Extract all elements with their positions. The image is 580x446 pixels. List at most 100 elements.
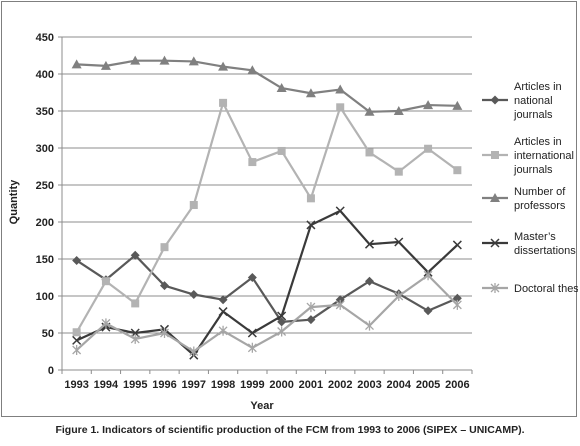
data-point — [423, 306, 433, 316]
x-tick-label: 2004 — [387, 379, 412, 391]
series-line — [76, 59, 458, 113]
data-point — [72, 345, 82, 356]
legend-label: professors — [514, 200, 566, 212]
legend-label: national — [514, 95, 553, 107]
data-point — [306, 194, 315, 203]
y-tick-label: 250 — [36, 180, 54, 192]
data-point — [189, 290, 199, 300]
x-tick-label: 1993 — [64, 379, 88, 391]
data-point — [101, 318, 111, 329]
data-point — [130, 333, 140, 344]
data-point — [277, 146, 286, 155]
series-line — [75, 101, 459, 333]
legend-label: Doctoral theses — [514, 283, 578, 295]
x-tick-label: 1994 — [94, 379, 119, 391]
legend-entry: Articles in international journals — [482, 136, 574, 176]
legend-entry: Doctoral theses — [482, 283, 578, 295]
y-tick-label: 350 — [36, 106, 54, 118]
data-point — [71, 59, 82, 69]
data-point — [336, 103, 345, 112]
legend-label: journals — [513, 109, 553, 121]
data-point — [100, 60, 111, 70]
y-tick-label: 0 — [48, 365, 54, 377]
data-point — [218, 61, 229, 71]
data-point — [248, 158, 257, 167]
y-axis-title: Quantity — [8, 179, 20, 224]
data-point — [306, 302, 316, 313]
data-point — [394, 167, 403, 176]
data-point — [452, 240, 462, 250]
data-point — [159, 55, 170, 65]
y-tick-label: 150 — [36, 254, 54, 266]
data-point — [452, 293, 462, 303]
data-point — [305, 88, 316, 98]
legend-entry: Number of professors — [482, 186, 566, 212]
data-point — [218, 325, 228, 336]
data-point — [335, 206, 345, 216]
data-point — [423, 100, 434, 110]
x-tick-label: 2005 — [416, 379, 440, 391]
data-point — [306, 220, 316, 230]
series-line — [75, 274, 459, 353]
data-point — [276, 83, 287, 93]
data-point — [394, 291, 404, 301]
data-point — [189, 200, 198, 209]
data-point — [364, 106, 375, 116]
x-tick-label: 2002 — [328, 379, 352, 391]
data-point — [452, 100, 463, 110]
series-line — [76, 209, 459, 357]
data-point — [364, 239, 375, 249]
legend-marker — [491, 151, 499, 159]
y-tick-label: 50 — [42, 328, 54, 340]
x-tick-label: 2006 — [445, 379, 469, 391]
legend-label: Articles in — [514, 81, 562, 93]
data-point — [72, 335, 82, 345]
data-point — [130, 250, 140, 260]
data-point — [424, 144, 433, 153]
data-point — [72, 328, 81, 337]
data-point — [306, 315, 316, 325]
legend: Articles in national journals Articles in in… — [482, 81, 578, 295]
data-point — [335, 299, 345, 310]
data-point — [160, 243, 169, 252]
legend-marker — [490, 95, 500, 105]
legend-label: international — [514, 150, 574, 162]
data-point — [160, 328, 169, 338]
y-tick-label: 400 — [36, 69, 54, 81]
series-1 — [72, 250, 462, 327]
data-point — [277, 317, 287, 327]
data-point — [453, 166, 462, 175]
series-3 — [71, 55, 463, 116]
legend-label: Master’s — [514, 231, 556, 243]
series-line — [76, 254, 458, 323]
data-point — [277, 311, 287, 321]
legend-label: dissertations — [514, 245, 576, 257]
y-tick-label: 300 — [36, 143, 54, 155]
data-point — [188, 56, 199, 66]
data-point — [394, 237, 404, 247]
series-2 — [72, 98, 462, 337]
line-chart: 0 50 100 150 200 250 300 350 400 450 1993 1994 1995… — [8, 32, 578, 412]
x-tick-label: 2001 — [299, 379, 323, 391]
data-point — [335, 84, 346, 94]
data-point — [131, 299, 140, 308]
legend-entry: Articles in national journals — [482, 81, 562, 121]
legend-entry: Master’s dissertations — [482, 231, 576, 257]
x-tick-label: 1996 — [152, 379, 176, 391]
data-point — [423, 270, 433, 281]
x-axis-title: Year — [250, 400, 274, 412]
legend-marker — [490, 283, 500, 293]
data-point — [277, 326, 287, 337]
data-point — [130, 55, 141, 65]
x-tick-label: 1999 — [240, 379, 264, 391]
data-point — [101, 277, 110, 286]
data-point — [365, 276, 374, 286]
legend-label: Number of — [514, 186, 566, 198]
x-tick-label: 2003 — [357, 379, 381, 391]
series-group — [71, 55, 463, 360]
data-point — [247, 273, 257, 282]
x-tick-label: 1997 — [182, 379, 206, 391]
series-5 — [72, 270, 462, 357]
data-point — [365, 148, 374, 157]
data-point — [365, 320, 374, 331]
